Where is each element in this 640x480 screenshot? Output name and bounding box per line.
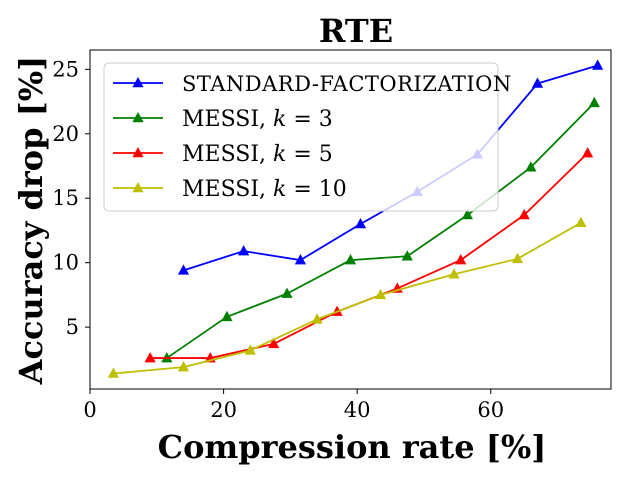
data-point [354, 217, 367, 229]
data-point [588, 96, 600, 108]
legend-item: MESSI, k = 5 [113, 142, 333, 167]
series-2 [161, 96, 600, 363]
data-point [592, 59, 604, 70]
legend-marker [132, 181, 144, 193]
legend-label-prefix: STANDARD-FACTORIZATION [182, 72, 512, 96]
data-point [144, 352, 156, 363]
legend-label-var: k [273, 177, 286, 202]
data-point [455, 254, 467, 265]
x-axis: 0 20 40 60 [83, 389, 504, 422]
data-point [374, 288, 387, 300]
data-point [531, 77, 544, 88]
legend-marker [132, 111, 144, 123]
legend-label-value: = 5 [286, 142, 332, 167]
y-axis: 5 10 15 20 25 [52, 57, 90, 339]
y-tick-label: 20 [52, 122, 79, 146]
data-point [294, 254, 306, 265]
data-point [582, 147, 594, 158]
legend-label-value: = 10 [286, 177, 346, 202]
data-point [177, 264, 190, 275]
x-axis-label: Compression rate [%] [158, 428, 547, 466]
x-tick-label: 60 [477, 398, 504, 422]
series-line [166, 102, 595, 359]
legend-label-value: = 3 [286, 107, 332, 132]
y-tick-label: 5 [66, 315, 79, 339]
legend-label-prefix: MESSI, [182, 177, 273, 202]
data-point [238, 245, 250, 256]
legend-box [103, 62, 499, 212]
y-tick-label: 25 [52, 57, 79, 81]
data-point [448, 268, 460, 279]
legend-label: MESSI, k = 5 [182, 142, 333, 167]
data-point [511, 252, 524, 264]
data-point [281, 287, 293, 298]
data-point [344, 254, 357, 265]
legend-label-prefix: MESSI, [182, 142, 273, 167]
series-4 [107, 216, 587, 378]
legend-label: MESSI, k = 3 [182, 107, 333, 132]
data-point [107, 367, 119, 378]
y-axis-label: Accuracy drop [%] [12, 56, 50, 386]
data-point [221, 310, 233, 322]
data-point [525, 161, 537, 172]
legend-label-var: k [273, 142, 286, 167]
y-tick-label: 10 [52, 251, 79, 275]
x-tick-label: 20 [210, 398, 237, 422]
legend-marker [132, 146, 144, 158]
chart-title: RTE [319, 12, 393, 50]
legend-marker [132, 76, 144, 88]
data-point [518, 208, 530, 220]
data-point [244, 344, 256, 355]
legend-item: MESSI, k = 3 [113, 107, 333, 132]
legend-label-var: k [273, 107, 286, 132]
data-point [401, 250, 413, 261]
x-tick-label: 40 [344, 398, 371, 422]
data-point [575, 216, 587, 227]
legend-item: STANDARD-FACTORIZATION [113, 72, 512, 96]
y-tick-label: 15 [52, 186, 79, 210]
series-line [113, 221, 582, 375]
legend-label: MESSI, k = 10 [182, 177, 347, 202]
legend-item: MESSI, k = 10 [113, 177, 347, 202]
data-point [177, 361, 190, 372]
data-point [268, 337, 280, 349]
axes-frame [89, 49, 612, 390]
legend-label-prefix: MESSI, [182, 107, 273, 132]
x-tick-label: 0 [83, 398, 96, 422]
data-point [311, 313, 323, 324]
legend-label: STANDARD-FACTORIZATION [182, 72, 512, 96]
data-point [461, 208, 473, 220]
